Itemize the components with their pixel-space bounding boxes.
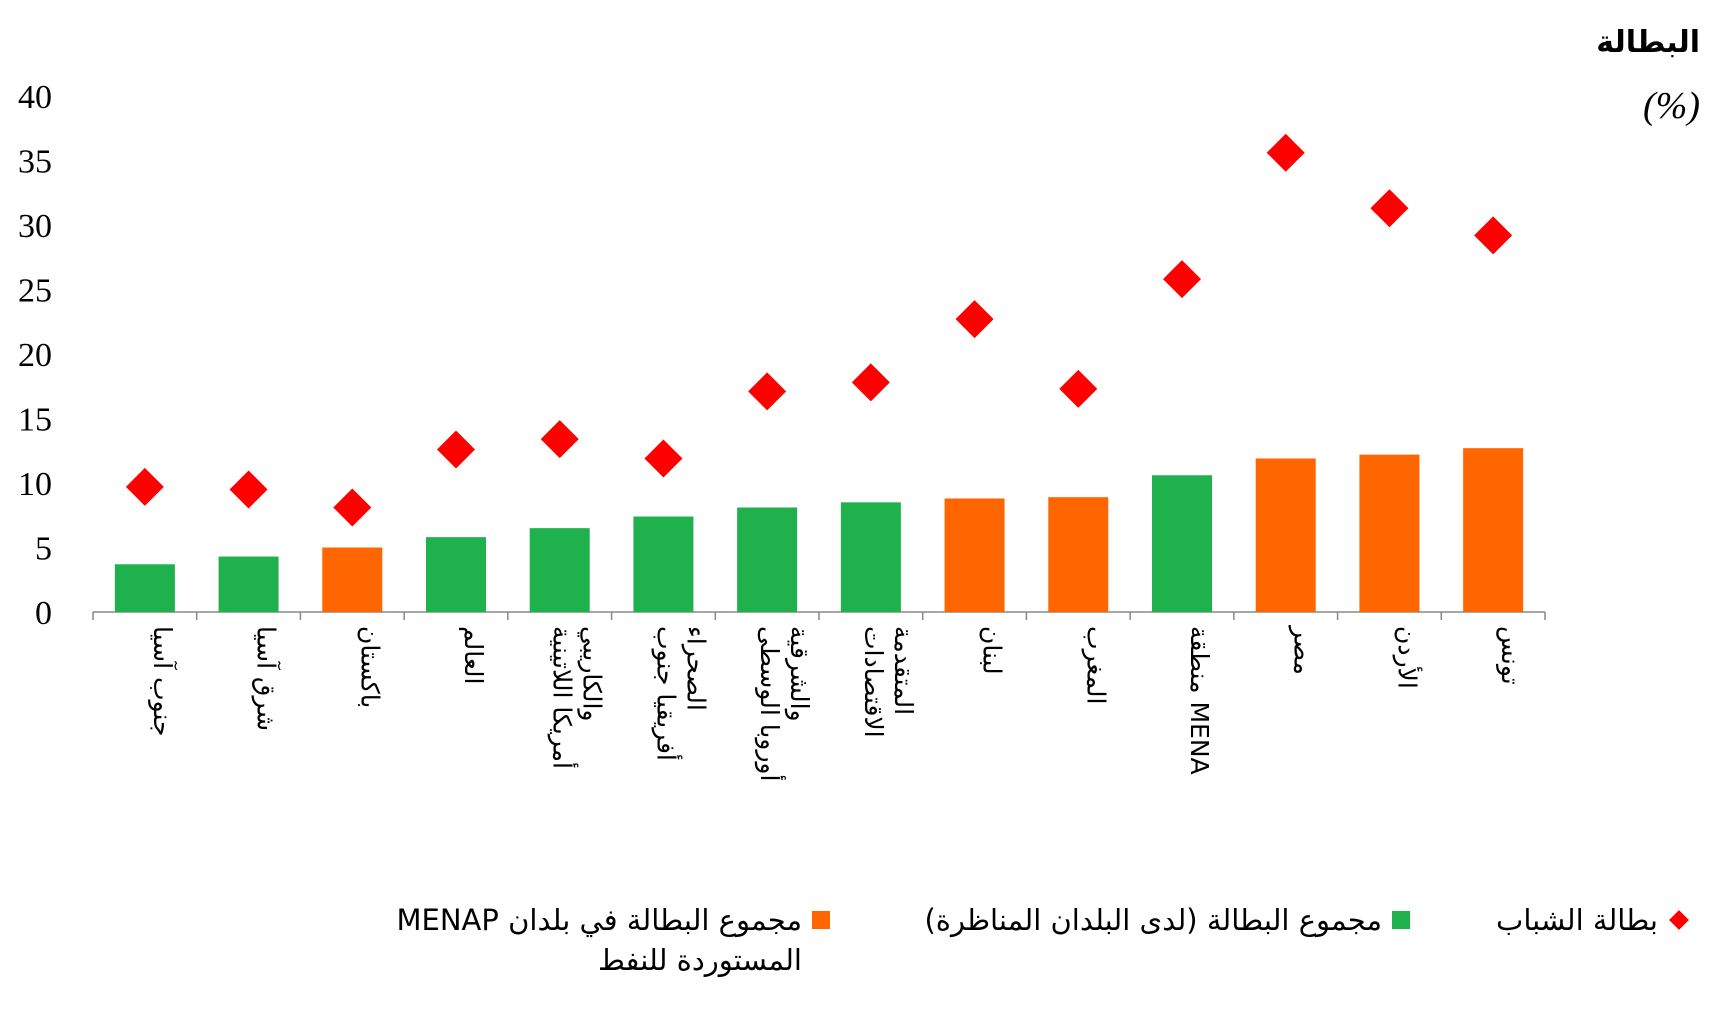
youth-marker: [1370, 189, 1409, 228]
legend-label-menap: مجموع البطالة في بلدان MENAP المستوردة ل…: [396, 903, 803, 977]
category-label-line: أمريكا اللاتينية: [548, 626, 580, 769]
y-tick-label: 15: [18, 402, 52, 439]
legend-label-peers: مجموع البطالة (لدى البلدان المناظرة): [924, 903, 1382, 937]
legend-item-youth: بطالة الشباب: [1496, 900, 1690, 940]
chart-title: البطالة: [1596, 25, 1700, 60]
bar: [322, 547, 383, 612]
category-label: جنوب آسيا: [148, 626, 178, 736]
category-label: الاقتصادات المتقدمة: [859, 626, 918, 738]
category-label: منطقة MENA: [1185, 626, 1214, 775]
youth-marker: [540, 420, 579, 459]
legend-square-icon: [812, 911, 830, 929]
legend-square-icon: [1392, 911, 1410, 929]
legend-item-menap: مجموع البطالة في بلدان MENAP المستوردة ل…: [267, 900, 830, 980]
bar: [218, 556, 279, 612]
category-label-line: المتقدمة: [889, 626, 918, 715]
y-tick-label: 0: [35, 595, 52, 632]
youth-marker: [333, 488, 372, 527]
category-label-line: المغرب: [1081, 626, 1110, 704]
bar: [1463, 448, 1524, 612]
category-label: العالم: [458, 626, 488, 685]
category-label-line: جنوب آسيا: [148, 626, 178, 736]
category-label-line: منطقة MENA: [1185, 626, 1214, 775]
category-label: أمريكا اللاتينية والكاريبي: [548, 626, 607, 769]
legend-label-youth: بطالة الشباب: [1496, 903, 1658, 937]
y-tick-label: 25: [18, 273, 52, 310]
category-label: المغرب: [1081, 626, 1110, 704]
category-label-line: شرق آسيا: [252, 626, 282, 731]
x-axis-tick-marks: [92, 612, 1546, 620]
legend-diamond-icon: [1669, 910, 1689, 930]
category-labels: جنوب آسيا شرق آسيا باكستان العالم أمريكا الل…: [148, 624, 1525, 781]
y-tick-label: 20: [18, 337, 52, 374]
category-label-line: تونس: [1496, 626, 1525, 685]
category-label-line: والكاريبي: [577, 626, 607, 721]
youth-marker: [1059, 369, 1098, 408]
chart-unit: (%): [1643, 85, 1700, 127]
youth-marker: [437, 430, 475, 469]
youth-marker: [748, 372, 787, 411]
legend-item-peers: مجموع البطالة (لدى البلدان المناظرة): [924, 900, 1410, 940]
bar: [633, 516, 694, 612]
bar: [1048, 497, 1109, 612]
category-label-line: والشرقية: [784, 626, 814, 722]
y-tick-label: 30: [18, 208, 52, 245]
bar: [529, 528, 590, 612]
category-label: باكستان: [355, 626, 384, 708]
category-label-line: لبنان: [978, 626, 1007, 675]
youth-marker: [1266, 133, 1305, 172]
category-label: أوروبا الوسطى والشرقية: [754, 626, 814, 781]
youth-marker: [1474, 216, 1513, 255]
youth-marker: [851, 363, 890, 402]
youth-marker: [1163, 260, 1201, 299]
bar-series: [114, 448, 1524, 612]
bar: [944, 498, 1005, 612]
y-tick-label: 35: [18, 144, 52, 181]
youth-marker: [955, 300, 994, 339]
category-label-line: أفريقيا جنوب: [651, 626, 683, 761]
y-tick-label: 10: [18, 466, 52, 503]
category-label: مصر: [1289, 624, 1318, 675]
youth-marker: [125, 467, 164, 506]
y-axis-tick-labels: 0 5 10 15 20 25 30 35 40: [18, 79, 52, 632]
category-label-line: الصحراء: [681, 626, 710, 711]
bar: [114, 564, 175, 612]
bar: [737, 507, 798, 612]
bar: [840, 502, 901, 612]
category-label-line: الاقتصادات: [859, 626, 888, 738]
y-tick-label: 5: [35, 531, 52, 568]
bar: [1255, 458, 1316, 612]
y-tick-label: 40: [18, 79, 52, 116]
youth-unemployment-markers: [125, 133, 1513, 527]
category-label-line: مصر: [1289, 624, 1318, 675]
bar: [426, 537, 486, 612]
bar: [1152, 475, 1212, 612]
youth-marker: [229, 470, 268, 509]
category-label-line: باكستان: [355, 626, 384, 708]
youth-marker: [644, 439, 683, 478]
category-label-line: أوروبا الوسطى: [754, 626, 787, 781]
category-label-line: الأردن: [1392, 626, 1423, 689]
legend: بطالة الشباب مجموع البطالة (لدى البلدان …: [130, 900, 1690, 1000]
category-label: لبنان: [978, 626, 1007, 675]
category-label: الأردن: [1392, 626, 1423, 689]
category-label-line: العالم: [458, 626, 488, 685]
category-label: تونس: [1496, 626, 1525, 685]
category-label: أفريقيا جنوب الصحراء: [651, 626, 710, 761]
bar: [1359, 454, 1420, 612]
category-label: شرق آسيا: [252, 626, 282, 731]
